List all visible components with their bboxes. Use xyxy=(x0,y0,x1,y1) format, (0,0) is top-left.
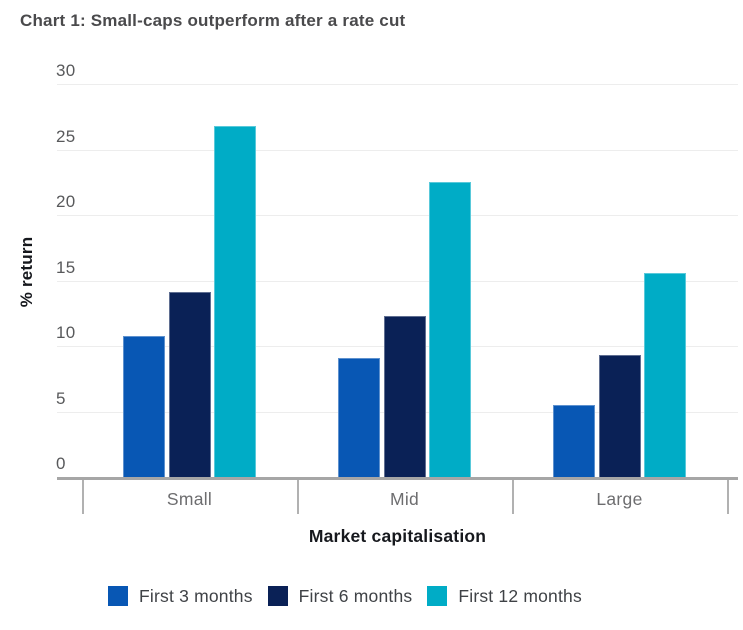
category-label-mid: Mid xyxy=(389,489,420,509)
bar-mid-first-6-months xyxy=(383,315,426,479)
legend-label-first-12-months: First 12 months xyxy=(458,585,582,606)
legend-label-first-3-months: First 3 months xyxy=(139,585,253,606)
chart-title: Chart 1: Small-caps outperform after a r… xyxy=(20,11,406,30)
y-tick-label-15: 15 xyxy=(56,257,76,277)
category-label-large: Large xyxy=(596,489,643,509)
bar-small-first-6-months xyxy=(168,292,211,479)
y-tick-label-30: 30 xyxy=(56,61,76,80)
bar-mid-first-12-months xyxy=(429,182,471,479)
category-label-small: Small xyxy=(166,489,213,509)
y-tick-label-0: 0 xyxy=(56,454,66,473)
bar-small-first-12-months xyxy=(214,125,256,479)
legend-swatch-first-6-months xyxy=(267,586,288,606)
x-axis-line xyxy=(57,477,738,480)
y-tick-label-25: 25 xyxy=(56,126,76,146)
x-axis-title: Market capitalisation xyxy=(308,526,487,546)
legend-swatch-first-12-months xyxy=(427,586,448,606)
legend-item-first-12-months: First 12 months xyxy=(427,586,582,607)
gridline-25 xyxy=(57,149,738,151)
gridline-20 xyxy=(57,215,738,216)
y-tick-label-20: 20 xyxy=(56,192,76,211)
bar-mid-first-3-months xyxy=(338,357,380,479)
x-axis-tick-2 xyxy=(512,480,514,514)
gridline-15 xyxy=(57,280,738,282)
x-axis-tick-3 xyxy=(727,480,729,514)
y-tick-label-10: 10 xyxy=(56,323,76,342)
y-axis-title: % return xyxy=(17,236,36,308)
bar-large-first-12-months xyxy=(644,272,686,479)
legend-label-first-6-months: First 6 months xyxy=(298,585,413,606)
legend-item-first-3-months: First 3 months xyxy=(108,586,253,607)
x-axis-tick-0 xyxy=(82,480,84,514)
y-tick-label-5: 5 xyxy=(56,388,66,408)
legend-swatch-first-3-months xyxy=(108,586,128,606)
gridline-30 xyxy=(57,84,738,85)
bar-small-first-3-months xyxy=(123,335,165,479)
legend-item-first-6-months: First 6 months xyxy=(267,585,413,607)
bar-large-first-6-months xyxy=(598,355,641,479)
legend: First 3 months First 6 months First 12 mon… xyxy=(108,584,582,608)
bar-large-first-3-months xyxy=(553,404,595,479)
x-axis-tick-1 xyxy=(297,480,299,514)
